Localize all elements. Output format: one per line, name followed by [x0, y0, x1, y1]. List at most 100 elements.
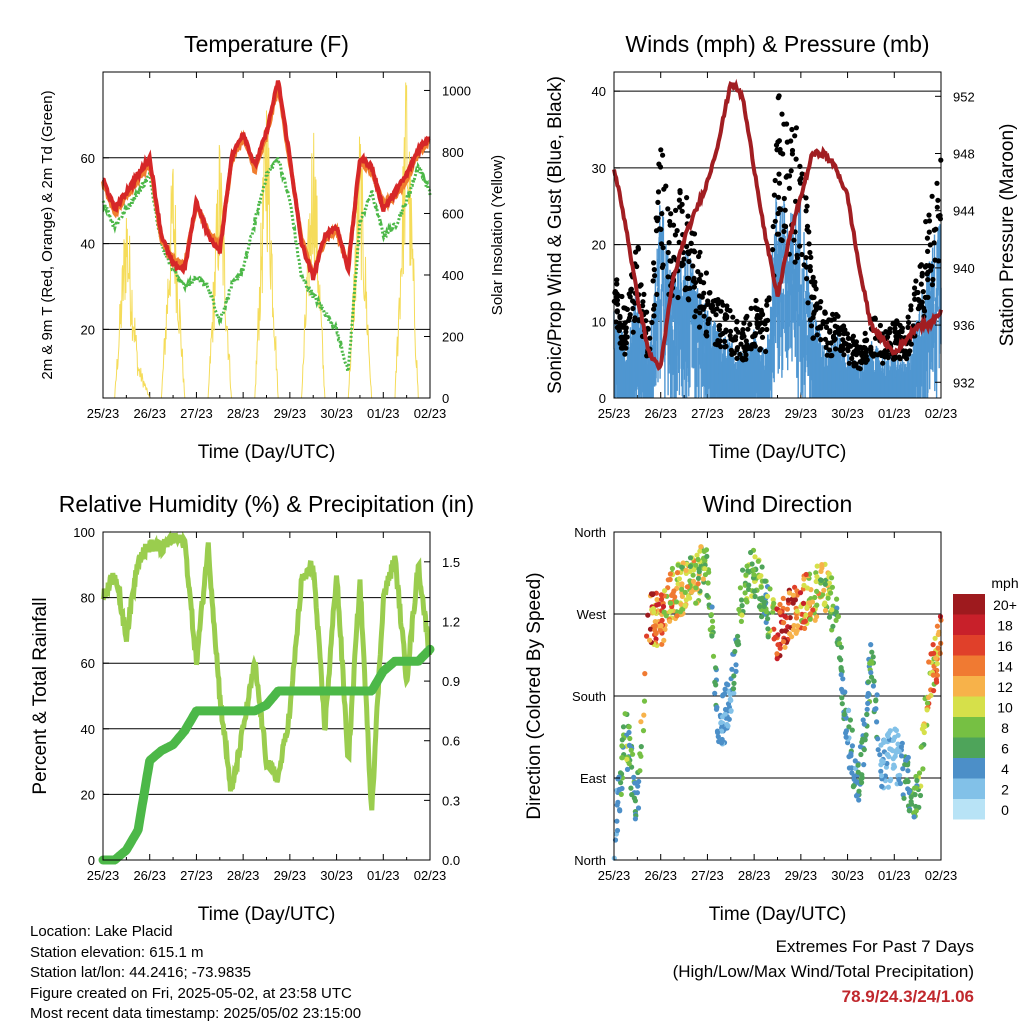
direction-point: [829, 607, 835, 613]
direction-point: [909, 801, 915, 807]
direction-point: [913, 785, 920, 791]
gust-point: [818, 337, 824, 343]
y-tick-label: 10: [592, 314, 606, 329]
gust-point: [805, 300, 811, 306]
direction-point: [848, 751, 854, 757]
y-right-tick-label: 400: [442, 268, 464, 283]
direction-point: [863, 732, 869, 738]
direction-point: [861, 762, 867, 768]
gust-point: [914, 289, 920, 296]
gust-point: [864, 337, 870, 343]
gust-point: [660, 152, 666, 158]
gust-point: [628, 288, 634, 294]
direction-point: [660, 603, 667, 610]
gust-point: [713, 312, 719, 318]
direction-point: [729, 666, 735, 672]
direction-point: [814, 574, 820, 580]
gust-point: [667, 218, 673, 225]
y-tick-label: 20: [81, 322, 95, 337]
direction-point: [761, 600, 767, 606]
direction-point: [836, 655, 843, 661]
x-tick-label: 01/23: [878, 406, 911, 421]
gust-point: [770, 247, 776, 253]
direction-point: [719, 728, 725, 734]
gust-point: [927, 242, 933, 248]
legend-swatch: [953, 676, 985, 697]
y-tick-label: 30: [592, 161, 606, 176]
gust-point: [633, 249, 639, 255]
gust-point: [733, 326, 739, 332]
gust-point: [826, 317, 832, 323]
gust-point: [660, 245, 666, 251]
direction-point: [757, 596, 763, 602]
gust-point: [841, 352, 847, 358]
direction-point: [627, 735, 633, 742]
direction-point: [693, 562, 699, 568]
direction-point: [892, 726, 898, 732]
gust-point: [614, 277, 620, 283]
y-right-tick-label: 0.0: [442, 853, 460, 868]
gust-point: [818, 325, 824, 331]
direction-point: [710, 624, 716, 631]
direction-point: [673, 599, 680, 605]
gust-point: [803, 208, 809, 214]
direction-point: [935, 645, 941, 651]
direction-point: [830, 623, 836, 629]
chart-panel-1: Temperature (F) Time (Day/UTC) 25/23 26/23 2…: [39, 31, 506, 463]
gust-point: [771, 192, 778, 198]
direction-point: [934, 623, 941, 629]
gust-point: [832, 329, 838, 336]
direction-point: [709, 604, 715, 610]
y-right-tick-label: 800: [442, 145, 464, 160]
gust-point: [728, 336, 734, 342]
direction-point: [846, 765, 853, 771]
gust-point: [676, 197, 683, 203]
direction-point: [856, 788, 862, 794]
direction-point: [654, 602, 660, 608]
direction-point: [713, 665, 719, 671]
gust-point: [840, 326, 846, 332]
gust-point: [897, 322, 903, 328]
direction-point: [700, 576, 706, 582]
direction-point: [858, 751, 864, 758]
gust-point: [675, 294, 681, 301]
gust-point: [804, 223, 811, 229]
direction-point: [901, 795, 907, 801]
direction-point: [870, 683, 877, 689]
x-tick-label: 28/23: [738, 868, 771, 883]
direction-point: [735, 633, 741, 639]
gust-point: [776, 171, 782, 177]
gust-point: [651, 313, 657, 319]
direction-point: [744, 563, 750, 569]
direction-point: [730, 686, 737, 692]
figure-created: Figure created on Fri, 2025-05-02, at 23…: [30, 984, 352, 1002]
direction-point: [661, 609, 667, 615]
direction-point: [635, 805, 642, 811]
direction-point: [812, 594, 818, 601]
direction-point: [710, 653, 717, 659]
direction-point: [671, 588, 677, 594]
direction-point: [880, 759, 886, 765]
gust-point: [781, 223, 787, 229]
direction-point: [787, 615, 793, 621]
gust-point: [892, 354, 898, 360]
gust-point: [637, 283, 643, 289]
y-tick-label: 40: [81, 237, 95, 252]
x-tick-label: 27/23: [180, 406, 213, 421]
direction-point: [674, 613, 680, 619]
direction-point: [632, 798, 639, 804]
gust-point: [830, 311, 836, 317]
gust-point: [640, 299, 646, 305]
gust-point: [922, 264, 928, 270]
gust-point: [793, 156, 799, 162]
gust-point: [649, 319, 655, 326]
direction-point: [890, 737, 897, 743]
direction-point: [739, 612, 745, 618]
direction-point: [645, 612, 651, 618]
gust-point: [779, 237, 785, 244]
gust-point: [719, 299, 725, 305]
direction-point: [774, 656, 780, 662]
direction-point: [924, 707, 930, 713]
gust-point: [930, 276, 936, 283]
direction-point: [906, 808, 912, 814]
